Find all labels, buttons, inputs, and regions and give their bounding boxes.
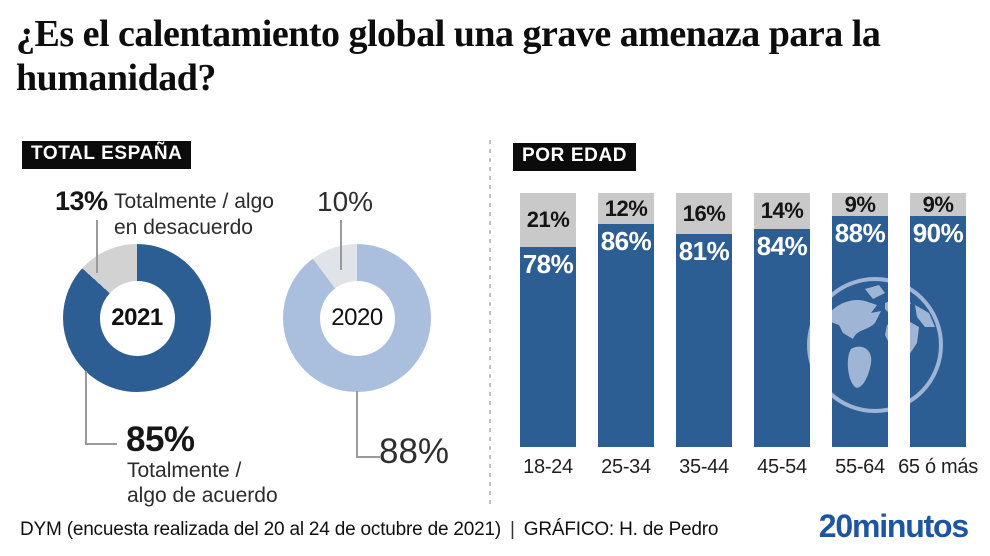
bar-value-agree: 78% <box>522 249 574 279</box>
bar-value-disagree: 9% <box>922 193 954 217</box>
callout-2021-agree-line1: Totalmente / <box>127 459 242 482</box>
bar-value-agree: 90% <box>912 218 964 248</box>
age-label-25-34: 25-34 <box>601 456 651 478</box>
bar-value-agree: 84% <box>756 231 808 261</box>
footer-credit: GRÁFICO: H. de Pedro <box>523 519 719 540</box>
bar-value-disagree: 14% <box>760 198 804 223</box>
bar-45-54: 14% 84% <box>754 193 810 447</box>
bar-value-disagree: 16% <box>682 200 726 226</box>
bar-25-34: 12% 86% <box>598 193 654 447</box>
leader-line-2021-agree <box>85 371 117 445</box>
bar-35-44: 16% 81% <box>676 193 732 447</box>
age-label-55-64: 55-64 <box>835 456 885 478</box>
leader-line-2020-disagree <box>340 220 342 270</box>
age-labels-row: 18-24 25-34 35-44 45-54 55-64 65 ó más <box>520 456 978 479</box>
age-bars-chart: 21% 78% 12% 86% 16% 81% 14% 84% 9% 88% 9% 90% <box>520 193 966 447</box>
callout-2021-disagree-pct: 13% <box>55 186 108 216</box>
bar-segment-agree: 78% <box>520 247 576 447</box>
footer-source: DYM (encuesta realizada del 20 al 24 de … <box>20 519 502 540</box>
bar-segment-agree: 81% <box>676 234 732 447</box>
callout-2021-agree-line2: algo de acuerdo <box>127 484 278 507</box>
callout-2021-agree-text: Totalmente / algo de acuerdo <box>127 458 278 508</box>
bar-segment-disagree: 9% <box>910 193 966 217</box>
age-label-35-44: 35-44 <box>679 456 729 478</box>
callout-2021-disagree-line2: en desacuerdo <box>114 216 253 239</box>
bar-segment-disagree: 21% <box>520 193 576 247</box>
section-label-total-espana: TOTAL ESPAÑA <box>22 141 192 169</box>
bar-value-disagree: 12% <box>604 195 648 221</box>
leader-line-2021-disagree <box>96 220 98 273</box>
footer-source-line: DYM (encuesta realizada del 20 al 24 de … <box>20 519 718 541</box>
bar-65 ó más: 9% 90% <box>910 193 966 447</box>
bar-value-agree: 88% <box>834 218 886 248</box>
bar-18-24: 21% 78% <box>520 193 576 447</box>
callout-2021-agree-pct: 85% <box>126 420 195 459</box>
donut-chart-2021: 2021 <box>63 244 211 392</box>
section-label-por-edad: POR EDAD <box>513 143 637 171</box>
donut-2021-center-label: 2021 <box>99 280 175 356</box>
donut-2020-center-label: 2020 <box>319 280 395 356</box>
section-divider <box>489 140 491 505</box>
bar-value-agree: 81% <box>678 236 730 266</box>
leader-line-2020-agree <box>356 391 380 458</box>
callout-2021-disagree-line1: Totalmente / algo <box>114 190 274 213</box>
bar-value-disagree: 21% <box>526 207 570 232</box>
age-label-45-54: 45-54 <box>757 456 807 478</box>
bar-segment-agree: 86% <box>598 224 654 447</box>
bar-segment-disagree: 9% <box>832 193 888 217</box>
age-label-18-24: 18-24 <box>523 456 573 478</box>
donut-chart-2020: 2020 <box>283 244 431 392</box>
callout-2021-disagree-text: Totalmente / algo en desacuerdo <box>114 189 274 241</box>
bar-55-64: 9% 88% <box>832 193 888 447</box>
age-label-65 ó más: 65 ó más <box>898 456 978 478</box>
callout-2020-agree-pct: 88% <box>379 432 450 471</box>
bar-segment-agree: 88% <box>832 216 888 447</box>
bar-value-agree: 86% <box>600 226 652 256</box>
bar-segment-disagree: 12% <box>598 193 654 224</box>
footer-separator: | <box>510 519 515 540</box>
bar-value-disagree: 9% <box>844 193 876 217</box>
bar-segment-disagree: 14% <box>754 193 810 229</box>
bar-segment-agree: 90% <box>910 216 966 447</box>
bar-segment-disagree: 16% <box>676 193 732 234</box>
page-title: ¿Es el calentamiento global una grave am… <box>16 13 881 100</box>
callout-2020-disagree-pct: 10% <box>317 186 374 217</box>
brand-logo-20minutos: 20minutos <box>818 508 969 544</box>
bar-segment-agree: 84% <box>754 229 810 447</box>
